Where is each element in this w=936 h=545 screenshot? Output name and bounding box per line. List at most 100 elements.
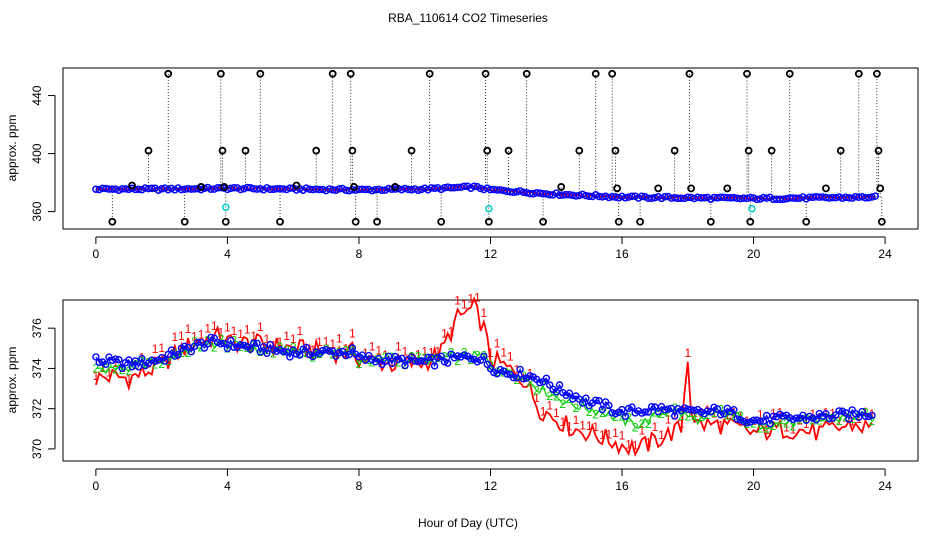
spike-point [744,146,753,155]
series-blue-point [503,370,511,378]
series-red-marker: 1 [152,342,159,356]
bottom-plot-frame [62,299,919,462]
series-red-marker: 1 [612,426,619,440]
series-blue-point [490,368,498,377]
series-blue-point [194,338,202,347]
series-red-marker: 1 [619,429,626,443]
series-red-marker: 1 [421,345,428,359]
series-red-marker: 1 [428,345,435,359]
series-blue-point [825,414,833,423]
series-blue-point [375,355,383,363]
baseline-point [401,184,409,193]
series-blue-point [187,348,196,356]
series-blue-point [230,343,238,351]
series-blue-point [240,341,248,349]
baseline-point [684,193,692,202]
x-tick-label: 8 [356,479,363,493]
spike-point [164,69,173,78]
series-blue-point [342,351,350,360]
baseline-point [700,193,708,202]
series-blue-point [92,353,100,361]
series-blue-point [329,347,337,355]
baseline-point [578,190,587,199]
series-blue-point [325,347,334,355]
spike-point [220,183,229,191]
series-blue-point [151,357,159,365]
series-red-marker: 1 [481,306,488,320]
series-blue-point [398,354,406,363]
x-axis-label: Hour of Day (UTC) [418,516,518,530]
series-red-marker: 1 [171,330,178,344]
series-blue-point [592,396,600,404]
baseline-point [499,186,508,195]
series-red-marker: 1 [559,415,566,429]
series-red-marker: 1 [204,322,211,336]
baseline-point [236,185,245,194]
series-blue-point [598,405,606,414]
baseline-point [864,193,873,202]
series-blue-point [835,407,843,415]
baseline-point [792,194,801,203]
series-blue-point [671,412,679,420]
spike-point [328,69,337,78]
baseline-point [378,186,386,195]
series-blue-point [519,375,528,383]
baseline-point [361,185,370,194]
baseline-point [871,192,880,200]
series-green-marker: 2 [454,354,461,368]
series-red-marker: 1 [237,327,244,341]
series-red-marker: 1 [448,325,455,339]
series-blue-point [437,352,445,360]
series-red-marker: 1 [415,348,422,362]
series-red-marker: 1 [178,329,185,343]
series-red-marker: 1 [99,360,106,374]
series-green-marker: 2 [757,422,764,436]
series-red-marker: 1 [323,334,330,348]
series-red-marker: 1 [809,407,816,421]
series-blue-point [282,348,291,356]
series-red-marker: 1 [185,322,192,336]
series-red-marker: 1 [93,369,100,383]
series-green-marker: 2 [730,409,737,423]
series-blue-point [779,412,787,420]
series-green-marker: 2 [869,414,876,428]
series-red-marker: 1 [855,412,862,426]
series-blue-point [720,410,728,418]
series-blue-point [279,347,287,356]
baseline-point [661,193,669,201]
series-blue-point [861,412,870,420]
series-red-marker: 1 [823,405,830,419]
series-green-marker: 2 [645,417,652,431]
series-blue-point [845,415,853,423]
spike-point [216,69,225,78]
series-red-marker: 1 [849,414,856,428]
baseline-point [315,185,324,194]
baseline-point [509,188,518,197]
baseline-point [230,183,238,192]
series-green-marker: 2 [783,417,790,431]
spike-point [877,217,886,226]
series-green-marker: 2 [599,406,606,420]
series-blue-point [654,407,662,416]
spike-point [822,184,830,193]
series-blue-point [296,351,304,359]
spike-point [504,146,513,155]
spike-point [373,217,381,226]
series-red-marker: 1 [467,292,474,306]
series-blue-point [743,419,751,427]
series-red-marker: 1 [777,405,784,419]
series-green-marker: 2 [763,421,770,435]
series-blue-point [417,357,426,365]
y-tick-label: 400 [30,143,44,163]
series-green-marker: 2 [132,358,139,372]
series-red-marker: 1 [487,346,494,360]
x-tick-label: 16 [615,247,629,261]
spike-point [312,146,321,155]
baseline-point [335,185,343,193]
bottom-y-axis-label: approx. ppm [5,347,19,414]
series-blue-point [394,355,403,363]
series-green-marker: 2 [481,348,488,362]
spike-point [767,146,776,155]
cyan-point [222,203,230,211]
